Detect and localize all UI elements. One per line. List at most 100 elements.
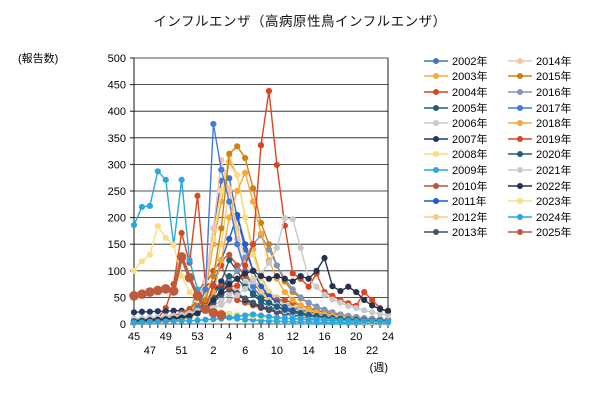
- svg-text:500: 500: [108, 53, 126, 65]
- legend-marker-icon: [508, 182, 532, 189]
- legend-item-2002年: 2002年: [424, 53, 508, 69]
- svg-text:18: 18: [334, 345, 346, 357]
- legend-item-2009年: 2009年: [424, 162, 508, 178]
- svg-text:50: 50: [114, 292, 126, 304]
- legend-label: 2004年: [452, 86, 488, 99]
- legend-marker-icon: [424, 151, 448, 158]
- svg-text:4: 4: [226, 331, 232, 343]
- svg-text:47: 47: [144, 345, 156, 357]
- legend-marker-icon: [424, 120, 448, 127]
- legend-item-2013年: 2013年: [424, 225, 508, 241]
- legend-label: 2019年: [536, 133, 572, 146]
- legend-label: 2024年: [536, 211, 572, 224]
- svg-text:0: 0: [120, 319, 126, 331]
- legend-item-2019年: 2019年: [508, 131, 592, 147]
- legend-marker-icon: [424, 104, 448, 111]
- legend-item-2003年: 2003年: [424, 69, 508, 85]
- legend-marker-icon: [508, 166, 532, 173]
- svg-text:12: 12: [287, 331, 299, 343]
- legend-marker-icon: [424, 57, 448, 64]
- svg-text:450: 450: [108, 80, 126, 92]
- legend-item-2012年: 2012年: [424, 209, 508, 225]
- legend-label: 2014年: [536, 55, 572, 68]
- legend-label: 2008年: [452, 149, 488, 162]
- legend-item-2018年: 2018年: [508, 115, 592, 131]
- y-axis-labels: 0 50 100 150 200 250 300 350 400 450 500: [108, 53, 126, 331]
- legend-marker-icon: [424, 213, 448, 220]
- svg-text:6: 6: [242, 345, 248, 357]
- svg-text:100: 100: [108, 266, 126, 278]
- legend-marker-icon: [424, 73, 448, 80]
- legend-item-2008年: 2008年: [424, 147, 508, 163]
- legend-label: 2025年: [536, 227, 572, 240]
- legend-marker-icon: [508, 213, 532, 220]
- svg-text:20: 20: [350, 331, 362, 343]
- legend-label: 2012年: [452, 211, 488, 224]
- svg-text:45: 45: [128, 331, 140, 343]
- legend-item-2014年: 2014年: [508, 53, 592, 69]
- svg-text:22: 22: [366, 345, 378, 357]
- legend: 2002年 2003年 2004年 2005年 2006年 2007年 2008年 2009年…: [424, 53, 592, 240]
- legend-marker-icon: [508, 88, 532, 95]
- legend-item-2007年: 2007年: [424, 131, 508, 147]
- svg-text:53: 53: [191, 331, 203, 343]
- svg-text:24: 24: [382, 331, 394, 343]
- legend-label: 2022年: [536, 180, 572, 193]
- legend-marker-icon: [508, 120, 532, 127]
- legend-marker-icon: [424, 88, 448, 95]
- legend-marker-icon: [508, 57, 532, 64]
- legend-item-2016年: 2016年: [508, 84, 592, 100]
- legend-item-2024年: 2024年: [508, 209, 592, 225]
- legend-label: 2017年: [536, 102, 572, 115]
- svg-text:350: 350: [108, 133, 126, 145]
- legend-label: 2020年: [536, 149, 572, 162]
- legend-item-2010年: 2010年: [424, 178, 508, 194]
- legend-label: 2011年: [452, 196, 487, 209]
- legend-label: 2018年: [536, 118, 572, 131]
- legend-label: 2010年: [452, 180, 488, 193]
- legend-marker-icon: [424, 198, 448, 205]
- legend-label: 2006年: [452, 118, 488, 131]
- svg-text:8: 8: [258, 331, 264, 343]
- legend-label: 2021年: [536, 164, 572, 177]
- legend-label: 2013年: [452, 227, 488, 240]
- legend-marker-icon: [508, 104, 532, 111]
- svg-text:200: 200: [108, 213, 126, 225]
- legend-item-2020年: 2020年: [508, 147, 592, 163]
- svg-text:16: 16: [318, 331, 330, 343]
- legend-item-2021年: 2021年: [508, 162, 592, 178]
- legend-label: 2015年: [536, 71, 572, 84]
- legend-label: 2009年: [452, 164, 488, 177]
- legend-marker-icon: [424, 135, 448, 142]
- legend-item-2023年: 2023年: [508, 193, 592, 209]
- legend-marker-icon: [508, 229, 532, 236]
- legend-item-2006年: 2006年: [424, 115, 508, 131]
- legend-item-2004年: 2004年: [424, 84, 508, 100]
- legend-item-2025年: 2025年: [508, 225, 592, 241]
- y-axis-title: (報告数): [18, 52, 58, 65]
- svg-text:51: 51: [176, 345, 188, 357]
- legend-label: 2002年: [452, 55, 488, 68]
- legend-item-2015年: 2015年: [508, 69, 592, 85]
- x-axis-title: (週): [370, 361, 388, 374]
- legend-label: 2003年: [452, 71, 488, 84]
- legend-marker-icon: [424, 182, 448, 189]
- legend-label: 2016年: [536, 86, 572, 99]
- series-2025年: [129, 252, 227, 320]
- legend-item-2011年: 2011年: [424, 193, 508, 209]
- svg-text:300: 300: [108, 159, 126, 171]
- legend-marker-icon: [508, 198, 532, 205]
- legend-marker-icon: [508, 73, 532, 80]
- legend-label: 2007年: [452, 133, 488, 146]
- svg-text:49: 49: [160, 331, 172, 343]
- legend-marker-icon: [424, 166, 448, 173]
- legend-marker-icon: [508, 151, 532, 158]
- legend-item-2017年: 2017年: [508, 100, 592, 116]
- page-title: インフルエンザ（高病原性鳥インフルエンザ）: [153, 14, 447, 29]
- svg-text:10: 10: [271, 345, 283, 357]
- svg-text:250: 250: [108, 186, 126, 198]
- legend-label: 2005年: [452, 102, 488, 115]
- series-2024年: [130, 311, 392, 326]
